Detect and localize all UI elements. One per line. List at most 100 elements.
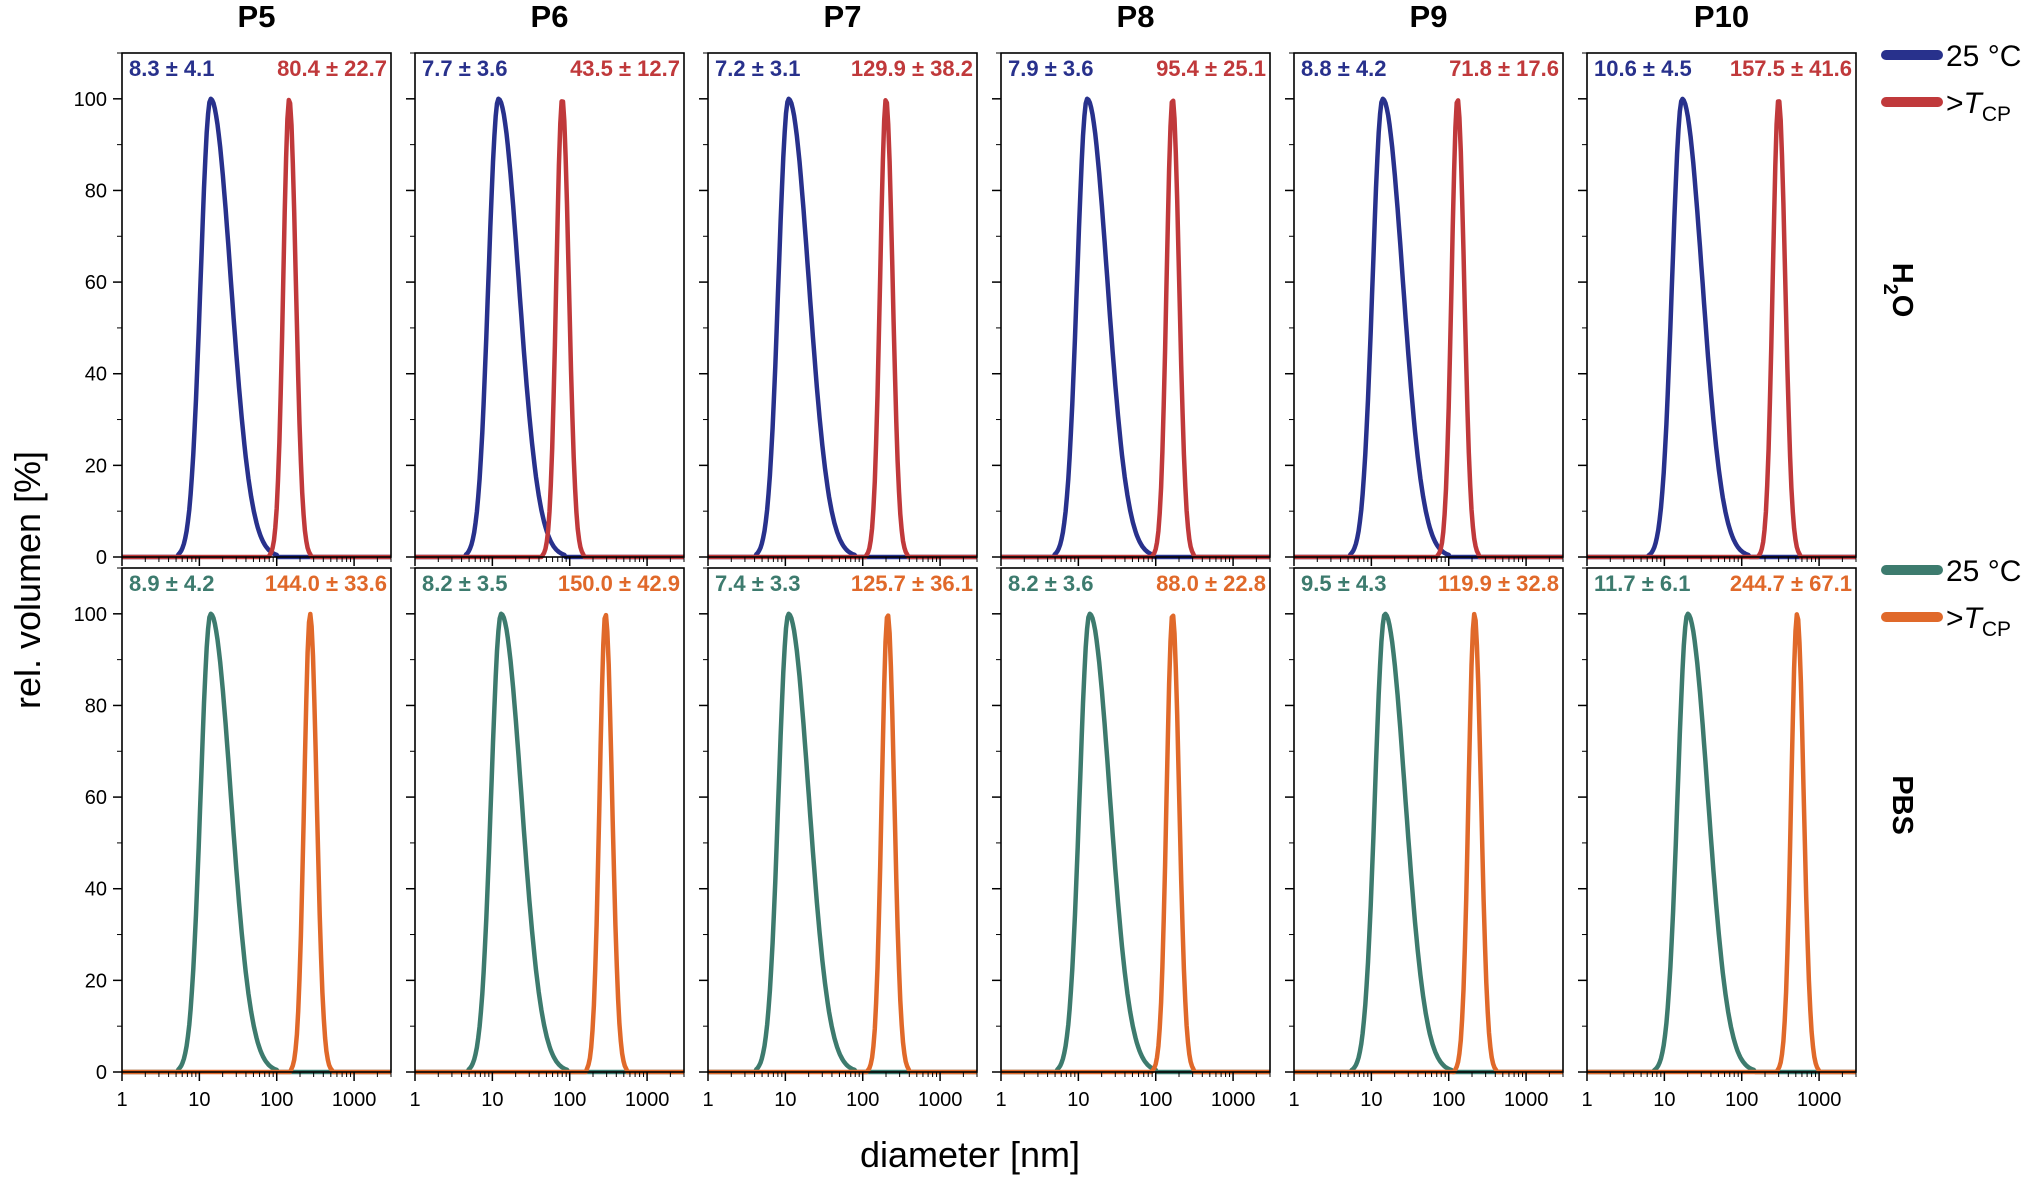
series-25c-line <box>1293 96 1564 560</box>
size-annotation-above-tcp: 43.5 ± 12.7 <box>570 56 680 81</box>
column-title: P8 <box>1117 0 1155 34</box>
row-label: H2O <box>1879 263 1918 318</box>
size-annotation-25c: 9.5 ± 4.3 <box>1301 571 1386 596</box>
panel-frame <box>1586 52 1857 558</box>
x-tick-label: 1 <box>116 1089 127 1111</box>
x-tick-label: 10 <box>1360 1089 1382 1111</box>
panel-frame <box>1293 52 1564 558</box>
series-25c-line <box>707 96 978 560</box>
series-above-tcp-line <box>707 613 978 1075</box>
series-25c-line <box>414 611 685 1075</box>
x-tick-label: 1 <box>1288 1089 1299 1111</box>
x-tick-label: 1000 <box>625 1089 670 1111</box>
panel-p6-row2: 1 10 100 1000 8.2 ± 3.5 150.0 ± 42.9 <box>406 567 685 1111</box>
panel-p8-row1: 7.9 ± 3.6 95.4 ± 25.1P8 <box>992 0 1271 566</box>
column-title: P5 <box>238 0 276 34</box>
series-25c-line <box>1586 96 1857 560</box>
x-tick-label: 1000 <box>1504 1089 1549 1111</box>
size-annotation-25c: 8.8 ± 4.2 <box>1301 56 1386 81</box>
x-tick-label: 1 <box>995 1089 1006 1111</box>
size-annotation-above-tcp: 129.9 ± 38.2 <box>851 56 973 81</box>
x-tick-label: 10 <box>774 1089 796 1111</box>
series-25c-line <box>1586 611 1857 1075</box>
series-above-tcp-line <box>1293 611 1564 1075</box>
x-tick-label: 1000 <box>332 1089 377 1111</box>
size-annotation-25c: 11.7 ± 6.1 <box>1594 571 1691 596</box>
x-tick-label: 100 <box>1139 1089 1172 1111</box>
size-annotation-above-tcp: 88.0 ± 22.8 <box>1156 571 1266 596</box>
column-title: P10 <box>1694 0 1749 34</box>
legend-row2: 25 °C >TCP <box>1881 555 2021 641</box>
size-annotation-25c: 8.2 ± 3.6 <box>1008 571 1093 596</box>
y-axis-title: rel. volumen [%] <box>7 451 48 709</box>
size-annotation-25c: 7.7 ± 3.6 <box>422 56 507 81</box>
size-annotation-above-tcp: 125.7 ± 36.1 <box>851 571 973 596</box>
legend-label: 25 °C <box>1946 40 2021 73</box>
series-25c-line <box>121 96 392 560</box>
size-annotation-25c: 7.4 ± 3.3 <box>715 571 800 596</box>
x-tick-label: 1000 <box>918 1089 963 1111</box>
x-tick-label: 10 <box>1653 1089 1675 1111</box>
y-tick-label: 100 <box>74 604 107 626</box>
legend-row1: 25 °C >TCP <box>1881 40 2021 126</box>
panel-p9-row1: 8.8 ± 4.2 71.8 ± 17.6P9 <box>1285 0 1564 566</box>
panel-frame <box>121 52 392 558</box>
y-tick-label: 40 <box>85 879 107 901</box>
panel-p10-row1: 10.6 ± 4.5 157.5 ± 41.6 P10 <box>1578 0 1857 566</box>
x-tick-label: 100 <box>846 1089 879 1111</box>
y-tick-label: 80 <box>85 695 107 717</box>
x-tick-label: 10 <box>1067 1089 1089 1111</box>
series-above-tcp-line <box>1000 613 1271 1075</box>
x-tick-label: 1 <box>1581 1089 1592 1111</box>
series-above-tcp-line <box>1586 612 1857 1075</box>
size-annotation-25c: 8.9 ± 4.2 <box>129 571 214 596</box>
series-above-tcp-line <box>707 98 978 560</box>
x-tick-label: 10 <box>188 1089 210 1111</box>
series-above-tcp-line <box>121 97 392 560</box>
column-title: P6 <box>531 0 569 34</box>
series-25c-line <box>1000 611 1271 1075</box>
panel-p10-row2: 1 10 100 1000 11.7 ± 6.1 244.7 ± 67.1 <box>1578 567 1857 1111</box>
x-tick-label: 100 <box>553 1089 586 1111</box>
y-tick-label: 0 <box>96 1062 107 1084</box>
x-tick-label: 1000 <box>1797 1089 1842 1111</box>
y-tick-label: 80 <box>85 180 107 202</box>
x-tick-label: 1000 <box>1211 1089 1256 1111</box>
x-tick-label: 100 <box>1725 1089 1758 1111</box>
x-tick-label: 10 <box>481 1089 503 1111</box>
panel-frame <box>414 52 685 558</box>
panel-frame <box>1000 567 1271 1073</box>
y-tick-label: 20 <box>85 455 107 477</box>
y-tick-label: 20 <box>85 970 107 992</box>
panel-p7-row2: 1 10 100 1000 7.4 ± 3.3 125.7 ± 36.1 <box>699 567 978 1111</box>
series-above-tcp-line <box>414 612 685 1075</box>
size-annotation-above-tcp: 80.4 ± 22.7 <box>277 56 387 81</box>
size-annotation-above-tcp: 157.5 ± 41.6 <box>1730 56 1852 81</box>
y-tick-label: 60 <box>85 787 107 809</box>
panel-p9-row2: 1 10 100 1000 9.5 ± 4.3 119.9 ± 32.8 <box>1285 567 1564 1111</box>
y-tick-label: 100 <box>74 89 107 111</box>
size-annotation-above-tcp: 95.4 ± 25.1 <box>1156 56 1266 81</box>
x-tick-label: 100 <box>1432 1089 1465 1111</box>
panel-p5-row2: 1 10 100 1000 0 20 40 60 80 100 8.9 ± 4.2 144.0 ± 3… <box>74 567 392 1111</box>
series-above-tcp-line <box>121 611 392 1075</box>
y-tick-label: 60 <box>85 272 107 294</box>
size-annotation-above-tcp: 71.8 ± 17.6 <box>1449 56 1559 81</box>
legend-label: >TCP <box>1946 87 2011 126</box>
x-tick-label: 1 <box>409 1089 420 1111</box>
panel-frame <box>414 567 685 1073</box>
column-title: P7 <box>824 0 862 34</box>
panel-frame <box>707 52 978 558</box>
row-label: PBS <box>1886 775 1918 835</box>
panel-p7-row1: 7.2 ± 3.1 129.9 ± 38.2 P7 <box>699 0 978 566</box>
y-tick-label: 0 <box>96 547 107 569</box>
size-annotation-25c: 7.2 ± 3.1 <box>715 56 800 81</box>
panel-p8-row2: 1 10 100 1000 8.2 ± 3.6 88.0 ± 22.8 <box>992 567 1271 1111</box>
column-title: P9 <box>1410 0 1448 34</box>
series-25c-line <box>1293 611 1564 1075</box>
series-above-tcp-line <box>1293 98 1564 560</box>
x-tick-label: 1 <box>702 1089 713 1111</box>
size-annotation-25c: 10.6 ± 4.5 <box>1594 56 1692 81</box>
